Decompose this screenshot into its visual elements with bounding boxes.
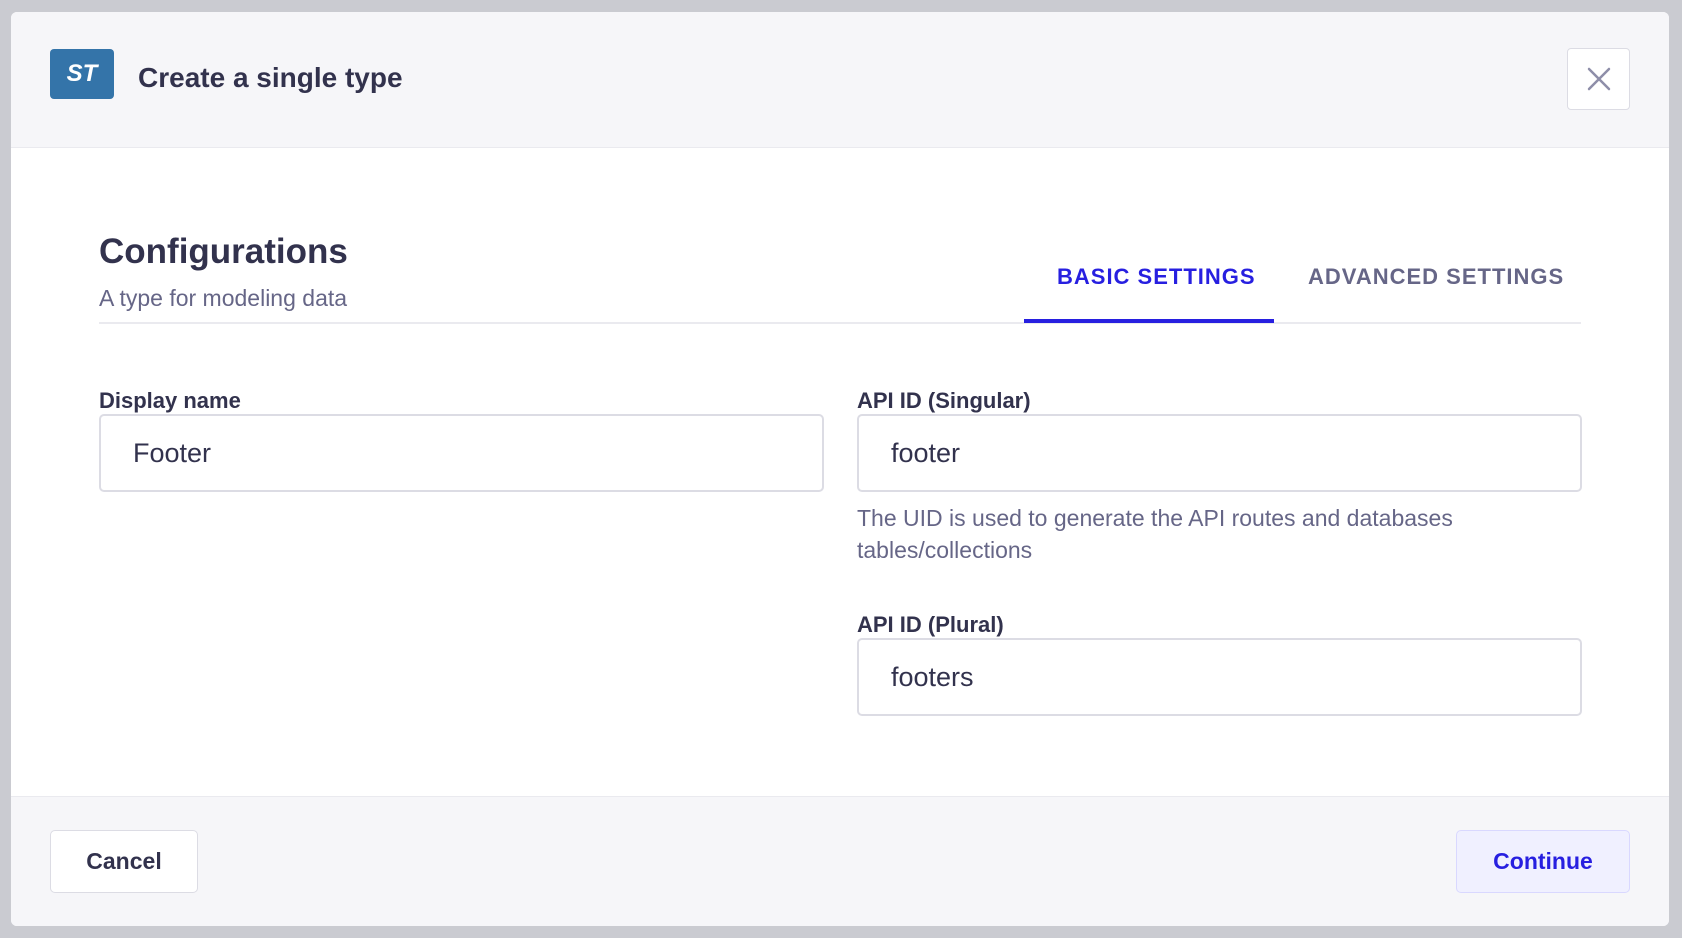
single-type-badge: ST bbox=[50, 49, 114, 99]
section-heading: Configurations bbox=[99, 232, 348, 271]
continue-button[interactable]: Continue bbox=[1456, 830, 1630, 893]
create-single-type-modal: ST Create a single type Configurations A… bbox=[11, 12, 1669, 926]
section-subtitle: A type for modeling data bbox=[99, 285, 348, 311]
api-id-plural-label: API ID (Plural) bbox=[857, 612, 1004, 637]
tab-basic-settings[interactable]: BASIC SETTINGS bbox=[1057, 264, 1256, 289]
cancel-button[interactable]: Cancel bbox=[50, 830, 198, 893]
display-name-input[interactable] bbox=[99, 414, 824, 492]
tab-advanced-settings[interactable]: ADVANCED SETTINGS bbox=[1308, 264, 1565, 289]
api-id-singular-label: API ID (Singular) bbox=[857, 388, 1031, 413]
api-id-singular-input[interactable] bbox=[857, 414, 1582, 492]
modal-footer: Cancel Continue bbox=[11, 796, 1669, 926]
active-tab-indicator bbox=[1024, 319, 1274, 323]
modal-header: ST Create a single type bbox=[11, 12, 1669, 148]
close-button[interactable] bbox=[1567, 48, 1630, 110]
modal-title: Create a single type bbox=[138, 62, 403, 93]
api-id-singular-help: The UID is used to generate the API rout… bbox=[857, 505, 1453, 563]
display-name-label: Display name bbox=[99, 388, 241, 413]
api-id-plural-input[interactable] bbox=[857, 638, 1582, 716]
close-icon bbox=[1587, 67, 1610, 91]
tabs-divider bbox=[99, 322, 1581, 324]
